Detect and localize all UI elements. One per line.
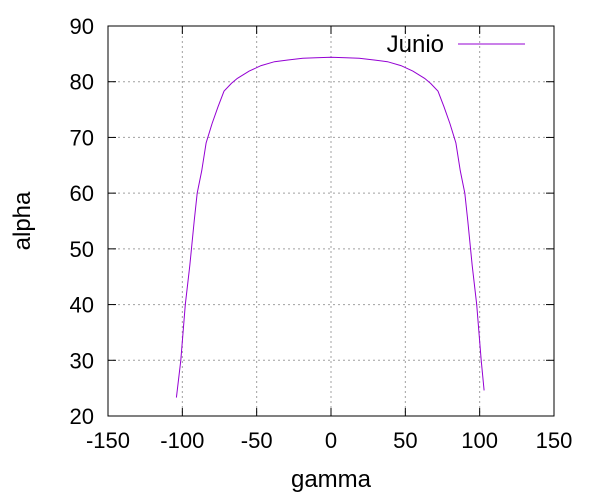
y-tick-label: 70 bbox=[70, 125, 94, 150]
y-tick-label: 20 bbox=[70, 404, 94, 429]
grid bbox=[108, 26, 554, 416]
y-tick-label: 60 bbox=[70, 181, 94, 206]
x-tick-label: 50 bbox=[393, 428, 417, 453]
x-axis-label: gamma bbox=[291, 466, 372, 493]
legend: Junio bbox=[387, 31, 525, 58]
ticks: -150 -100 -50 0 50 100 150 20 30 40 50 60 70 80 90 bbox=[70, 14, 573, 453]
x-tick-label: -150 bbox=[86, 428, 130, 453]
x-tick-label: 100 bbox=[461, 428, 498, 453]
series-line-junio bbox=[175, 56, 485, 398]
x-tick-label: 150 bbox=[536, 428, 573, 453]
y-tick-label: 50 bbox=[70, 237, 94, 262]
y-tick-label: 80 bbox=[70, 70, 94, 95]
y-tick-label: 30 bbox=[70, 348, 94, 373]
x-tick-label: -50 bbox=[241, 428, 273, 453]
y-axis-label: alpha bbox=[9, 191, 36, 250]
series-layer bbox=[175, 56, 485, 398]
x-tick-label: 0 bbox=[325, 428, 337, 453]
x-tick-label: -100 bbox=[160, 428, 204, 453]
legend-label-junio: Junio bbox=[387, 31, 444, 58]
y-tick-label: 90 bbox=[70, 14, 94, 39]
plot-frame bbox=[107, 25, 555, 417]
y-tick-label: 40 bbox=[70, 293, 94, 318]
